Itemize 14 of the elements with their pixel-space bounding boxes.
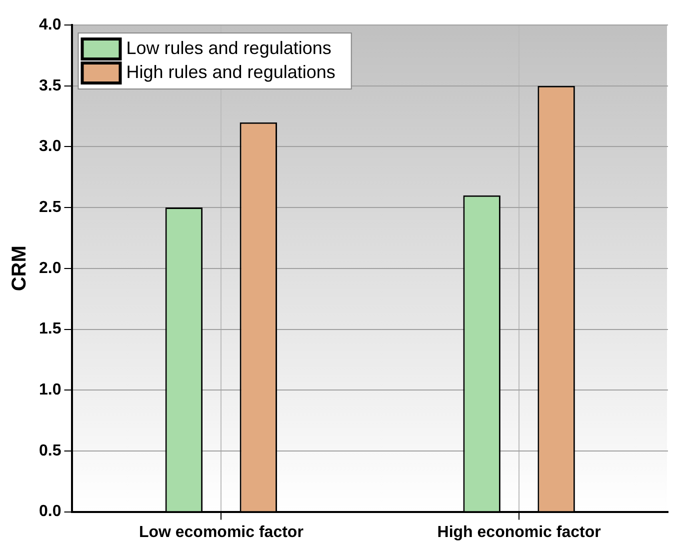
y-tick-label: 3.5 bbox=[38, 77, 62, 94]
y-tick-label: 3.0 bbox=[38, 138, 62, 156]
y-tick-label: 0.5 bbox=[38, 442, 62, 460]
x-tick-label: High economic factor bbox=[437, 524, 601, 541]
y-tick-label: 0.0 bbox=[38, 503, 62, 520]
y-tick-label: 1.5 bbox=[38, 320, 62, 338]
y-tick-label: 2.0 bbox=[38, 260, 62, 277]
y-axis-title: CRM bbox=[8, 246, 31, 292]
legend-label: High rules and regulations bbox=[126, 62, 336, 82]
y-tick-label: 4.0 bbox=[38, 16, 62, 34]
legend-label: Low rules and regulations bbox=[126, 38, 332, 58]
y-tick-label: 2.5 bbox=[38, 198, 62, 216]
y-tick-label: 1.0 bbox=[38, 382, 62, 399]
x-tick-label: Low ecomomic factor bbox=[138, 524, 304, 541]
